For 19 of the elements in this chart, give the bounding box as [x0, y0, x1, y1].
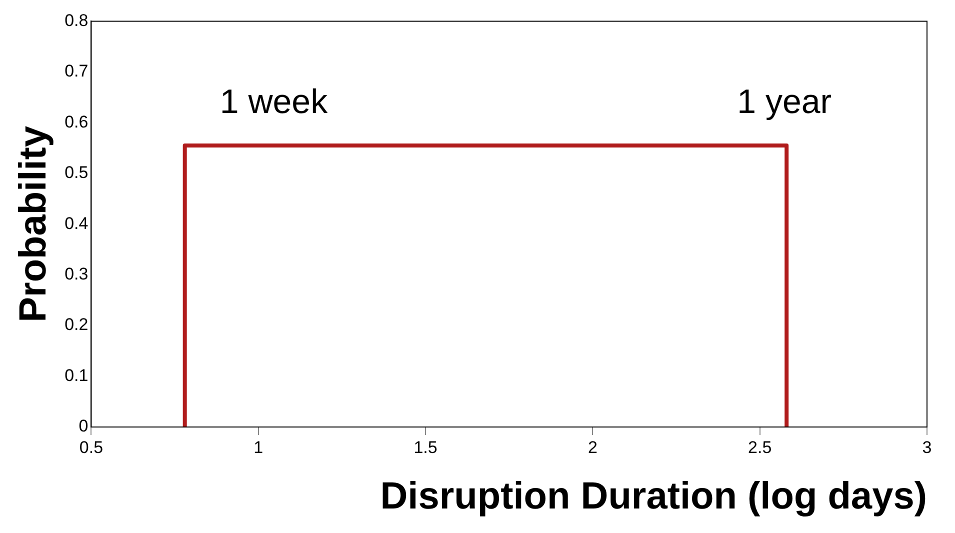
- x-tick-label: 2.5: [748, 438, 772, 457]
- annotation: 1 week: [220, 82, 329, 121]
- y-axis-title: Probability: [12, 126, 54, 322]
- x-tick-label: 1.5: [414, 438, 438, 457]
- x-tick-label: 2: [588, 438, 598, 457]
- y-tick-label: 0.8: [64, 10, 88, 30]
- y-tick-label: 0.2: [64, 315, 88, 334]
- annotation: 1 year: [737, 82, 832, 121]
- y-tick-label: 0.6: [64, 112, 88, 132]
- x-tick-label: 3: [922, 438, 932, 457]
- x-tick-label: 0.5: [79, 438, 104, 457]
- y-tick-label: 0.7: [64, 62, 88, 81]
- y-tick-label: 0.1: [64, 366, 88, 385]
- y-tick-label: 0.5: [64, 163, 88, 182]
- y-tick-label: 0: [78, 416, 88, 436]
- y-tick-label: 0.3: [64, 264, 88, 284]
- x-axis-title: Disruption Duration (log days): [380, 476, 927, 518]
- y-tick-label: 0.4: [64, 214, 88, 233]
- x-tick-label: 1: [254, 438, 264, 457]
